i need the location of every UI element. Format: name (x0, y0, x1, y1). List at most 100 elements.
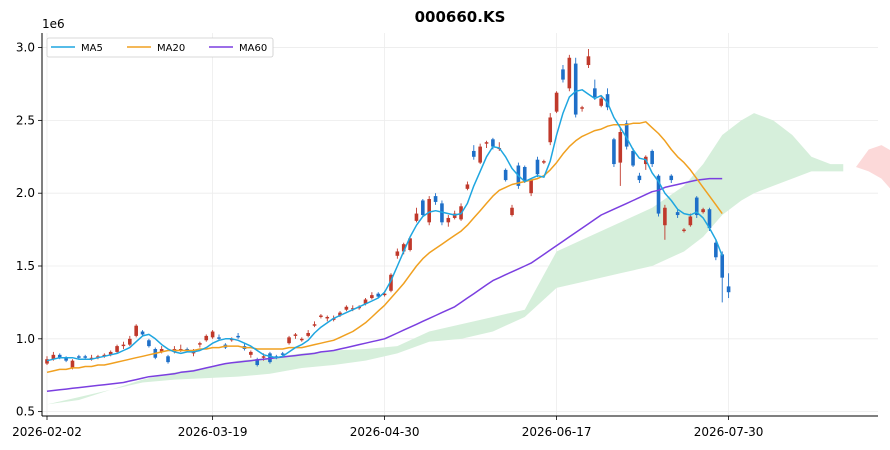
candle-body-down (491, 139, 495, 147)
chart-title: 000660.KS (415, 8, 506, 26)
legend: MA5 MA20 MA60 (46, 37, 274, 58)
candle-body-up (663, 207, 667, 226)
x-tick-label: 2026-02-02 (12, 425, 82, 439)
candle-body-down (694, 197, 699, 216)
candle-body-down (726, 286, 731, 293)
candle-body-up (586, 56, 591, 66)
candle-body-down (669, 175, 674, 181)
candle-body-up (51, 354, 56, 360)
candle-body-up (312, 324, 317, 326)
candle-body-down (83, 356, 88, 358)
candle-body-down (280, 353, 285, 355)
candle-body-up (542, 161, 546, 163)
candle-body-down (561, 69, 565, 80)
candle-body-down (656, 175, 661, 214)
candle-body-down (217, 337, 221, 339)
x-tick-label: 2026-03-19 (178, 425, 248, 439)
candle-body-down (714, 242, 718, 258)
candle-body-down (637, 175, 642, 181)
candle-body-up (682, 229, 686, 232)
candle-body-up (115, 346, 119, 352)
candle-body-up (350, 308, 355, 310)
candle-body-down (612, 139, 616, 165)
candle-body-up (293, 334, 298, 336)
candle-body-up (427, 199, 431, 223)
candle-body-up (465, 184, 470, 189)
candle-body-down (593, 88, 597, 98)
candle-body-up (344, 306, 349, 310)
candle-body-down (236, 335, 240, 338)
candle-body-up (688, 216, 693, 226)
candle-body-down (77, 356, 81, 358)
ma60-line (46, 177, 723, 392)
candle-body-up (446, 217, 451, 223)
y-tick-label: 1.0 (16, 332, 35, 346)
ma20-line (46, 121, 723, 374)
candle-body-up (300, 338, 304, 341)
candle-body-up (382, 293, 387, 296)
candle-body-up (370, 295, 374, 299)
candle-body-down (720, 254, 725, 278)
candle-body-up (599, 98, 603, 106)
candle-body-down (522, 166, 527, 182)
candle-body-up (134, 325, 138, 336)
candle-body-up (249, 351, 253, 355)
candle-body-up (45, 359, 49, 364)
candle-body-down (57, 354, 62, 358)
candle-body-down (166, 356, 170, 363)
moving-averages (46, 89, 723, 392)
candle-body-down (421, 200, 425, 216)
candle-body-down (535, 159, 540, 175)
candle-body-up (338, 312, 342, 316)
cloud-bullish-area (47, 113, 844, 405)
candle-body-down (433, 196, 438, 202)
candle-body-down (624, 123, 629, 147)
candle-body-up (121, 344, 126, 347)
candle-body-up (261, 356, 266, 358)
cloud-bearish-area (855, 145, 890, 189)
legend-label-ma5: MA5 (81, 43, 103, 54)
x-tick-label: 2026-04-30 (350, 425, 420, 439)
candle-body-up (108, 351, 113, 355)
candle-body-down (268, 353, 272, 363)
y-tick-label: 2.5 (16, 113, 35, 127)
candle-body-up (510, 207, 514, 216)
candle-body-up (325, 316, 330, 319)
candle-body-up (204, 335, 209, 341)
y-tick-label: 2.0 (16, 186, 35, 200)
candle-body-up (408, 238, 412, 250)
candle-body-up (306, 332, 310, 336)
candle-body-down (573, 63, 578, 115)
candle-body-up (395, 251, 400, 256)
candle-body-down (185, 349, 189, 351)
y-tick-label: 0.5 (16, 405, 35, 419)
candle-body-up (554, 92, 559, 112)
candles (45, 49, 731, 370)
candle-body-up (567, 57, 572, 89)
candle-body-up (70, 360, 75, 368)
y-tick-label: 1.5 (16, 259, 35, 273)
candle-body-up (198, 343, 202, 345)
candle-body-up (529, 180, 533, 194)
candle-body-down (64, 357, 68, 361)
candle-body-up (319, 315, 323, 317)
candle-body-up (363, 299, 368, 304)
y-scale-label: 1e6 (42, 17, 65, 31)
ma5-line (46, 89, 723, 362)
candle-body-up (159, 349, 164, 352)
legend-label-ma20: MA20 (157, 43, 185, 54)
candle-body-up (178, 349, 183, 351)
candle-body-up (701, 209, 705, 213)
legend-label-ma60: MA60 (239, 43, 267, 54)
candle-body-down (605, 94, 610, 108)
candle-body-down (503, 169, 508, 181)
x-tick-label: 2026-06-17 (522, 425, 592, 439)
candle-body-up (548, 117, 553, 143)
candle-body-down (650, 150, 654, 165)
candle-body-up (478, 146, 482, 163)
candle-body-up (401, 244, 406, 252)
candle-body-up (128, 338, 132, 345)
candle-body-up (452, 213, 457, 218)
